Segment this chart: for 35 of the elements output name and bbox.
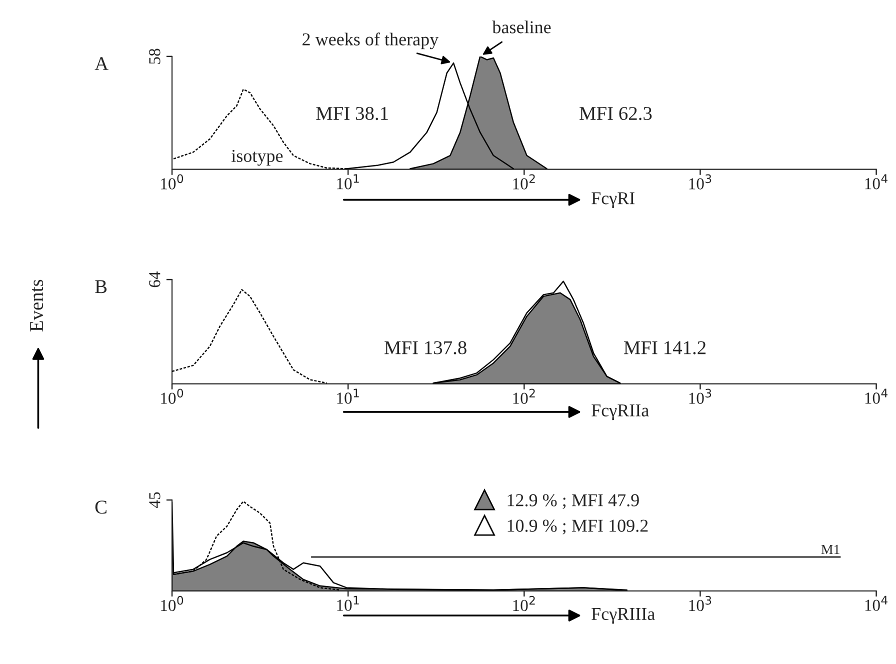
y-tick-label: 58 [149,48,160,64]
x-tick-label: 10$^{1}$ [337,174,359,190]
series-label: baseline [492,20,551,34]
text: C [95,500,106,514]
y-tick-label: 64 [149,271,160,288]
x-axis-title: FcγRIIIa [592,608,655,624]
x-axis-title: FcγRIIa [592,404,649,420]
x-tick-label: 10$^{3}$ [689,596,712,612]
x-tick-label: 10$^{4}$ [865,174,888,190]
text: B [95,280,107,294]
text: A [94,57,108,70]
x-tick-label: 10$^{2}$ [513,596,535,612]
x-tick-label: 10$^{1}$ [337,596,359,611]
x-axis-title: FcγRI [592,192,635,208]
annotation: MFI 137.8 [384,341,466,354]
legend-label: 10.9 % ; MFI 109.2 [508,520,648,534]
x-tick-label: 10$^{4}$ [865,596,888,611]
annotation: M1 [821,544,840,554]
series-label: 2 weeks of therapy [302,32,439,50]
annotation: MFI 38.1 [316,106,388,120]
y-axis-title: Events [30,280,44,332]
annotation: MFI 62.3 [580,106,652,120]
x-tick-label: 10$^{3}$ [689,174,712,190]
x-tick-label: 10$^{0}$ [161,174,184,190]
y-tick-label: 45 [149,492,160,508]
x-tick-label: 10$^{3}$ [689,388,712,404]
series-label: isotype [231,150,283,166]
annotation: MFI 141.2 [624,341,706,354]
x-tick-label: 10$^{1}$ [337,388,359,404]
x-tick-label: 10$^{4}$ [865,388,888,404]
x-tick-label: 10$^{0}$ [161,388,184,404]
x-tick-label: 10$^{2}$ [513,388,535,404]
legend-label: 12.9 % ; MFI 47.9 [508,494,639,509]
x-tick-label: 10$^{2}$ [513,174,535,190]
x-tick-label: 10$^{0}$ [161,596,184,612]
